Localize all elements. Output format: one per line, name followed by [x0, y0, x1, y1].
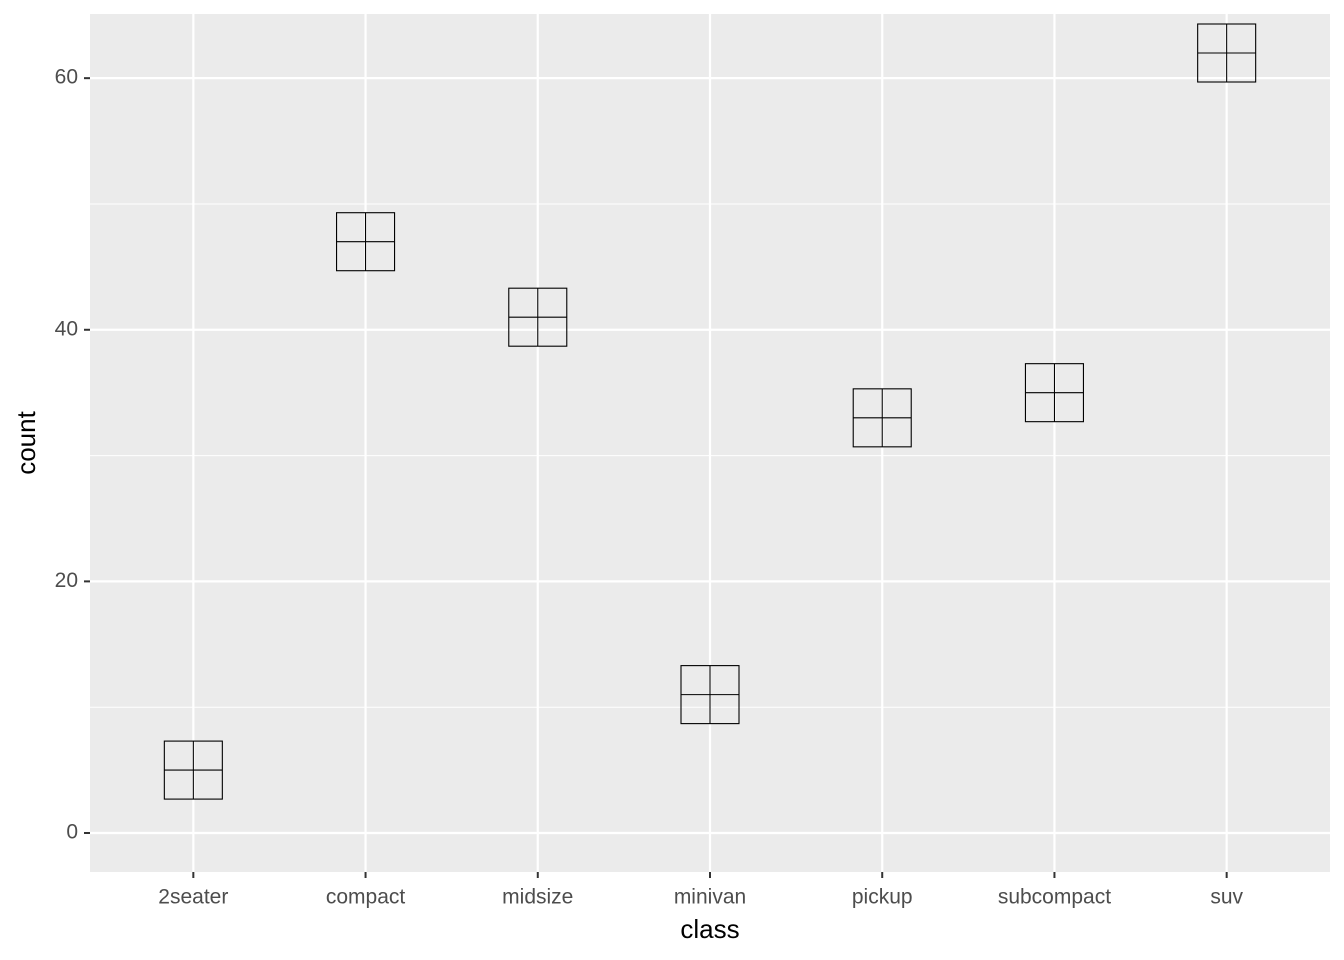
x-tick-label: midsize — [502, 886, 573, 909]
x-axis-title: class — [680, 914, 739, 944]
y-tick-label: 60 — [55, 66, 78, 89]
x-tick-label: subcompact — [998, 886, 1111, 909]
point — [1197, 23, 1257, 83]
point — [680, 665, 740, 725]
x-tick-label: suv — [1210, 886, 1243, 909]
x-tick-label: 2seater — [158, 886, 228, 909]
point — [336, 212, 396, 272]
x-tick-label: minivan — [674, 886, 746, 909]
y-tick-label: 0 — [66, 821, 78, 844]
x-tick-label: compact — [326, 886, 406, 909]
y-axis-title: count — [11, 410, 41, 474]
point — [508, 287, 568, 347]
y-tick-label: 20 — [55, 569, 78, 592]
point — [852, 388, 912, 448]
point — [163, 740, 223, 800]
x-tick-label: pickup — [852, 886, 913, 909]
point — [1024, 363, 1084, 423]
y-tick-label: 40 — [55, 317, 78, 340]
